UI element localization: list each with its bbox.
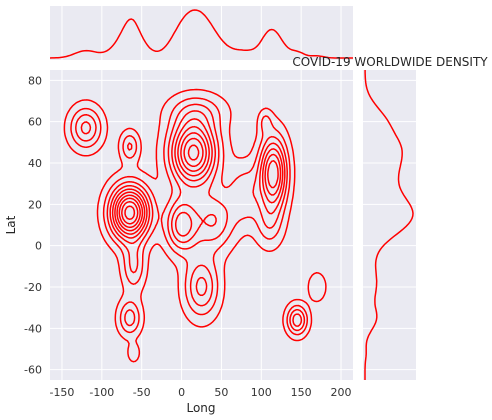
x-tick-label: 200 bbox=[331, 386, 352, 399]
top-grid-lines bbox=[61, 6, 342, 60]
x-tick-label: 100 bbox=[251, 386, 272, 399]
contour-level bbox=[118, 137, 204, 229]
y-tick-label: 40 bbox=[28, 157, 42, 170]
y-tick-label: 20 bbox=[28, 198, 42, 211]
x-tick-label: 50 bbox=[214, 386, 228, 399]
contour-level bbox=[70, 97, 309, 336]
y-tick-label: -60 bbox=[24, 364, 42, 377]
contour-level bbox=[116, 132, 279, 232]
x-tick-label: 150 bbox=[291, 386, 312, 399]
contour-level bbox=[114, 125, 282, 235]
y-tick-label: -40 bbox=[24, 322, 42, 335]
top-marginal-panel bbox=[50, 6, 353, 60]
x-tick-label: -100 bbox=[89, 386, 114, 399]
chart-title: COVID-19 WORLDWIDE DENSITY bbox=[292, 55, 488, 69]
y-tick-label: 80 bbox=[28, 74, 42, 87]
grid-lines bbox=[50, 70, 353, 380]
y-axis-label: Lat bbox=[4, 215, 18, 234]
lat-marginal-density bbox=[364, 70, 414, 380]
y-tick-label: -20 bbox=[24, 281, 42, 294]
contour-level bbox=[75, 103, 306, 332]
contour-level bbox=[121, 144, 200, 225]
x-axis-label: Long bbox=[186, 401, 215, 415]
contour-level bbox=[124, 205, 136, 220]
right-grid-lines bbox=[363, 79, 416, 371]
y-tick-label: 60 bbox=[28, 116, 42, 129]
x-tick-label: -50 bbox=[133, 386, 151, 399]
contour-level bbox=[63, 88, 327, 363]
contour-level bbox=[111, 118, 284, 239]
x-tick-label: -150 bbox=[49, 386, 74, 399]
contour-level bbox=[80, 110, 303, 327]
y-tick-label: 0 bbox=[35, 240, 42, 253]
x-tick-label: 0 bbox=[178, 386, 185, 399]
y-tick-labels: -60 -40 -20 0 20 40 60 80 bbox=[24, 74, 42, 376]
long-marginal-density bbox=[49, 9, 353, 59]
kde-contours bbox=[63, 88, 327, 363]
x-tick-labels: -150 -100 -50 0 50 100 150 200 bbox=[49, 386, 351, 399]
